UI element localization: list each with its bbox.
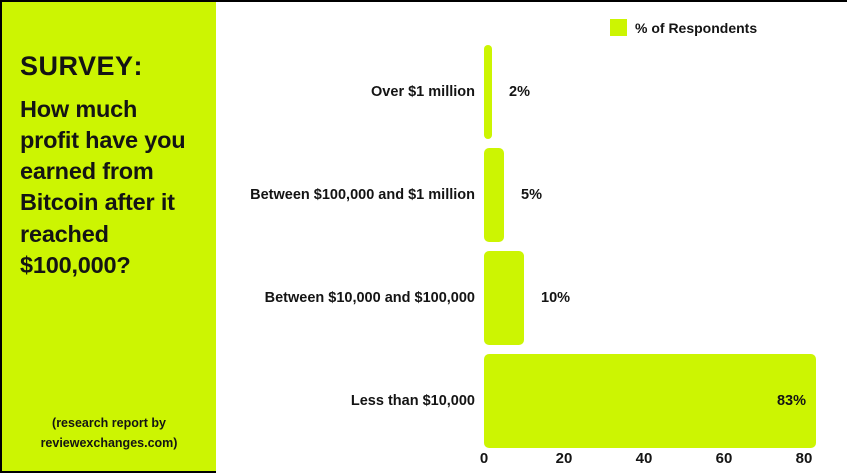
panel-title-word: SURVEY — [20, 51, 134, 81]
x-tick-label: 60 — [715, 450, 733, 467]
top-edge-line — [0, 0, 847, 2]
value-label: 10% — [541, 290, 571, 306]
x-tick-label: 40 — [635, 450, 653, 467]
survey-panel: SURVEY: How much profit have you earned … — [0, 2, 216, 473]
panel-title-colon: : — [133, 51, 144, 81]
x-tick-label: 20 — [555, 450, 573, 467]
x-tick-label: 0 — [479, 450, 489, 467]
category-label: Less than $10,000 — [350, 393, 475, 409]
bar — [484, 148, 504, 242]
footer-line-2: reviewexchanges.com) — [40, 435, 178, 450]
legend-label: % of Respondents — [635, 19, 758, 36]
x-tick-label: 80 — [795, 450, 813, 467]
category-label: Over $1 million — [371, 84, 475, 100]
bar-chart: % of Respondents Over $1 million 2% Betwee… — [216, 2, 847, 473]
value-label: 2% — [509, 84, 530, 100]
category-label: Between $10,000 and $100,000 — [264, 290, 475, 306]
legend-swatch-icon — [610, 19, 627, 36]
panel-title: SURVEY: — [20, 51, 200, 82]
survey-question: How much profit have you earned from Bit… — [20, 95, 186, 278]
chart-legend: % of Respondents — [610, 19, 757, 36]
bar — [484, 354, 816, 448]
value-label: 5% — [521, 187, 542, 203]
category-label: Between $100,000 and $1 million — [250, 187, 475, 203]
value-label: 83% — [776, 393, 806, 409]
bar — [484, 251, 524, 345]
bar — [484, 45, 492, 139]
panel-footer: (research report by reviewexchanges.com) — [2, 414, 216, 453]
footer-line-1: (research report by — [52, 416, 166, 431]
